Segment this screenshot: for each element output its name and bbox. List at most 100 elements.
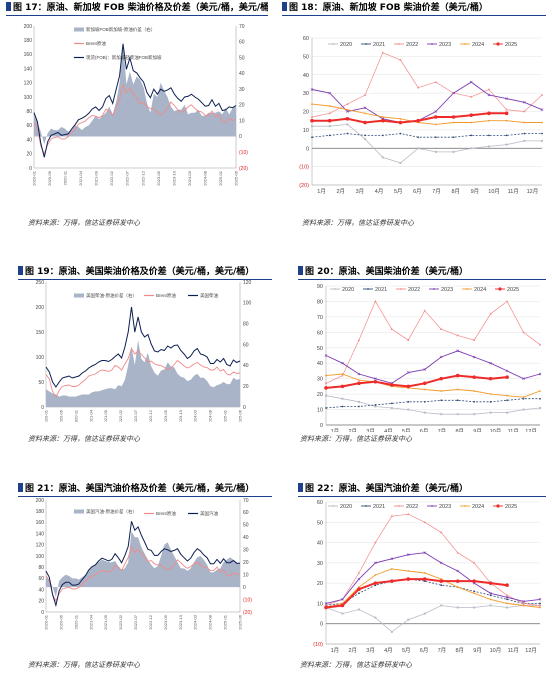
marker-2022 bbox=[523, 110, 526, 113]
marker-2020 bbox=[407, 408, 410, 411]
legend-label: 2020 bbox=[340, 42, 352, 48]
x-tick-label: 2024-03 bbox=[193, 614, 198, 629]
x-tick-label: 2020-11 bbox=[73, 614, 78, 629]
marker-2020 bbox=[505, 143, 508, 146]
marker-2025 bbox=[439, 579, 444, 583]
x-tick-label: 5月 bbox=[402, 647, 411, 654]
x-tick-label: 2024-03 bbox=[193, 409, 198, 422]
legend-swatch-area bbox=[74, 293, 84, 298]
marker-2023 bbox=[505, 596, 509, 599]
series-line-2024 bbox=[325, 568, 541, 608]
x-tick-label: 2022-12 bbox=[148, 614, 153, 629]
x-tick-label: 2020-01 bbox=[44, 409, 49, 422]
y-tick-label: 40 bbox=[317, 361, 323, 367]
marker-2022 bbox=[357, 338, 361, 341]
x-tick-label: 2024-08 bbox=[202, 170, 207, 185]
marker-2025 bbox=[505, 583, 509, 587]
right-tick-label: 40 bbox=[239, 71, 245, 77]
x-tick-label: 4月 bbox=[375, 188, 384, 195]
marker-2020 bbox=[374, 405, 377, 408]
series-line-2024 bbox=[311, 103, 542, 125]
marker-2020 bbox=[417, 147, 420, 150]
marker-2020 bbox=[390, 630, 393, 633]
y-tick-label: 30 bbox=[303, 91, 309, 97]
marker-2022 bbox=[456, 551, 459, 554]
panel-18-source: 资料来源：万得，信达证券研发中心 bbox=[302, 219, 414, 227]
y-tick-label: 60 bbox=[317, 500, 323, 506]
marker-2024 bbox=[541, 121, 543, 124]
marker-2025 bbox=[357, 587, 361, 592]
marker-2021 bbox=[364, 134, 366, 137]
y-tick-label: 10 bbox=[317, 408, 323, 414]
legend-marker-2022 bbox=[398, 43, 400, 45]
marker-2020 bbox=[423, 612, 426, 615]
panel-20-source: 资料来源：万得，信达证券研发中心 bbox=[300, 435, 412, 443]
right-tick-label: 70 bbox=[239, 24, 245, 30]
y-tick-label: (10) bbox=[313, 642, 323, 648]
chart-18-spread-by-year: 60 50 40 30 20 10 0 (10) (20) 1月 2月 3月 4月 5月 6月 7月 8月 9月 1… bbox=[299, 36, 544, 195]
marker-2022 bbox=[390, 514, 394, 517]
x-tick-label: 2022-02 bbox=[118, 409, 123, 422]
x-tick-label: 10月 bbox=[490, 428, 502, 432]
panel-21-source: 资料来源：万得，信达证券研发中心 bbox=[28, 661, 140, 669]
marker-2020 bbox=[341, 397, 344, 400]
marker-2022 bbox=[487, 88, 491, 91]
series-line-2025 bbox=[312, 112, 507, 124]
x-tick-label: 2022-07 bbox=[125, 170, 130, 185]
marker-2020 bbox=[311, 125, 313, 128]
marker-2021 bbox=[539, 397, 541, 400]
x-tick-label: 2025-06 bbox=[238, 409, 243, 422]
marker-2022 bbox=[470, 95, 473, 98]
marker-2023 bbox=[469, 80, 473, 84]
x-tick-label: 2021-04 bbox=[78, 170, 83, 185]
marker-2021 bbox=[346, 132, 349, 135]
marker-2022 bbox=[423, 309, 426, 312]
marker-2022 bbox=[472, 338, 476, 341]
legend-marker-2024 bbox=[464, 43, 466, 45]
marker-2024 bbox=[506, 394, 508, 397]
marker-2022 bbox=[416, 86, 420, 89]
left-tick-label: 40 bbox=[38, 587, 44, 593]
marker-2025 bbox=[340, 603, 345, 608]
panel-22-title: 图 22：原油、美国汽油价差（美元/桶） bbox=[298, 483, 546, 497]
panel-17-title-text: 图 17：原油、新加坡 FOB 柴油价格及价差（美元/桶，美元/桶） bbox=[13, 3, 268, 13]
marker-2022 bbox=[522, 330, 525, 334]
marker-2024 bbox=[381, 116, 384, 118]
marker-2022 bbox=[456, 334, 459, 337]
legend-label: 2022 bbox=[406, 504, 418, 510]
panel-20-title-text: 图 20：原油、美国柴油价差（美元/桶） bbox=[305, 267, 468, 277]
marker-2023 bbox=[489, 591, 492, 595]
marker-2020 bbox=[487, 145, 490, 148]
marker-2025 bbox=[487, 111, 491, 116]
series-line-2020 bbox=[325, 605, 540, 633]
series-line-2024 bbox=[325, 373, 541, 398]
x-tick-label: 2025-01 bbox=[218, 170, 223, 185]
panel-19-title: 图 19：原油、美国柴油价格及价差（美元/桶，美元/桶） bbox=[18, 266, 272, 280]
x-tick-label: 2022-12 bbox=[148, 409, 153, 422]
title-marker bbox=[282, 2, 287, 11]
panel-22-source: 资料来源：万得，信达证券研发中心 bbox=[300, 661, 412, 669]
marker-2023 bbox=[538, 372, 542, 376]
marker-2023 bbox=[487, 93, 491, 97]
x-tick-label: 2024-03 bbox=[187, 170, 192, 185]
legend-marker-2020 bbox=[334, 288, 336, 290]
marker-2023 bbox=[406, 371, 410, 374]
left-tick-label: 0 bbox=[41, 405, 44, 411]
panel-17-title: 图 17：原油、新加坡 FOB 柴油价格及价差（美元/桶，美元/桶） bbox=[6, 2, 268, 16]
y-tick-label: 60 bbox=[303, 36, 309, 42]
left-tick-label: 180 bbox=[24, 38, 33, 44]
marker-2020 bbox=[325, 394, 327, 397]
right-tick-label: (20) bbox=[243, 610, 252, 616]
marker-2024 bbox=[470, 121, 473, 124]
series-line-brent bbox=[33, 83, 237, 155]
marker-2020 bbox=[473, 413, 476, 416]
marker-2023 bbox=[522, 377, 525, 380]
marker-2025 bbox=[380, 118, 385, 123]
marker-2024 bbox=[311, 103, 313, 106]
marker-2024 bbox=[473, 390, 476, 392]
x-tick-label: 12月 bbox=[525, 428, 537, 432]
x-tick-label: 10月 bbox=[488, 188, 500, 195]
marker-2021 bbox=[417, 136, 420, 139]
series-line-2025 bbox=[325, 374, 508, 389]
